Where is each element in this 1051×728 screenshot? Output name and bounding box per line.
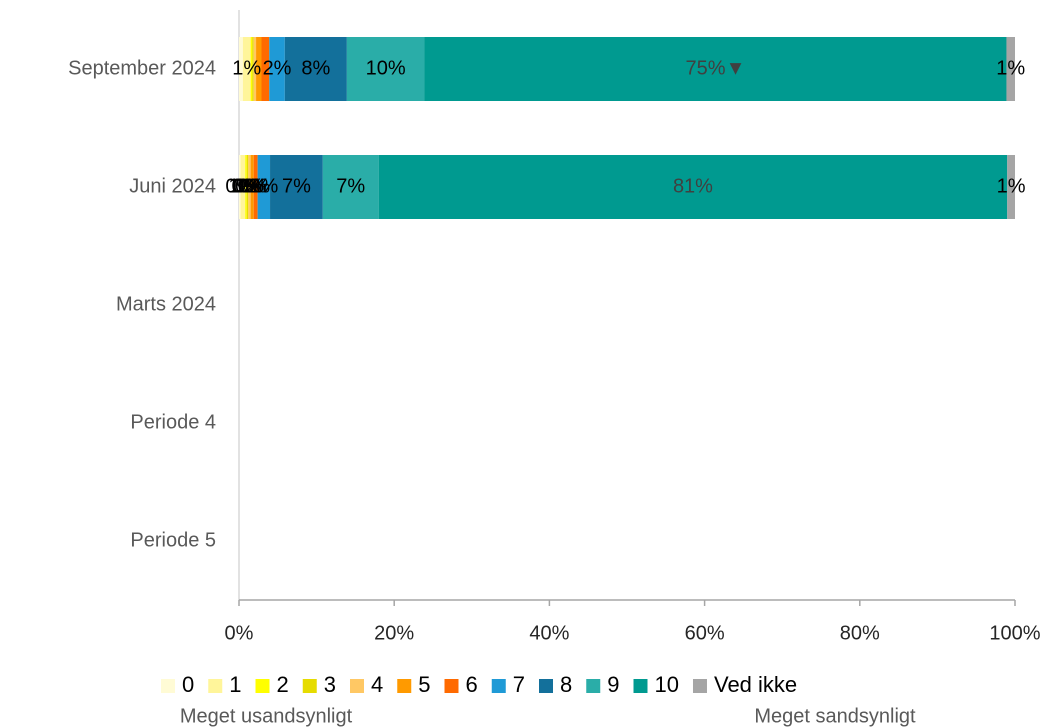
bar-segment (346, 37, 425, 101)
y-tick-label: September 2024 (68, 57, 216, 79)
data-label: 7% (336, 175, 365, 197)
legend-label: 4 (371, 672, 383, 697)
legend-swatch (350, 679, 364, 693)
legend-note: Meget sandsynligt (754, 705, 916, 727)
legend-swatch (161, 679, 175, 693)
bar-segment (261, 37, 270, 101)
data-label: 81% (673, 175, 713, 197)
x-tick-label: 100% (989, 622, 1040, 644)
data-label: 0% (232, 175, 261, 197)
data-label: 1% (997, 175, 1026, 197)
y-tick-label: Periode 5 (130, 529, 216, 551)
bar-segment (269, 37, 285, 101)
x-tick-label: 0% (225, 622, 254, 644)
x-tick-label: 20% (374, 622, 414, 644)
data-label: 8% (301, 57, 330, 79)
data-label: 7% (282, 175, 311, 197)
bar-segment (1007, 155, 1015, 219)
legend-label: Ved ikke (714, 672, 797, 697)
data-label: 1% (228, 175, 257, 197)
legend-label: 5 (418, 672, 430, 697)
legend-swatch (444, 679, 459, 693)
bar-segment (245, 155, 247, 219)
legend-note: Meget usandsynligt (180, 705, 353, 727)
data-label: 1% (996, 57, 1025, 79)
legend-label: 7 (513, 672, 525, 697)
legend-swatch (397, 679, 412, 693)
legend-label: 1 (229, 672, 241, 697)
y-tick-label: Juni 2024 (129, 175, 216, 197)
bar-segment (250, 37, 253, 101)
bar-segment (239, 155, 241, 219)
data-label: 2% (263, 57, 292, 79)
bar-segment (248, 155, 251, 219)
bar-segment (378, 155, 1008, 219)
bar-segment (246, 155, 249, 219)
legend-label: 0 (182, 672, 194, 697)
legend-swatch (586, 679, 601, 693)
legend-label: 2 (277, 672, 289, 697)
legend-swatch (302, 679, 317, 693)
legend-swatch (692, 679, 707, 693)
legend-swatch (539, 679, 553, 693)
x-tick-label: 80% (840, 622, 880, 644)
data-label: 10% (366, 57, 406, 79)
legend-swatch (255, 679, 270, 693)
data-label: 75%▼ (686, 57, 746, 79)
bar-segment (250, 155, 254, 219)
y-tick-label: Marts 2024 (116, 293, 216, 315)
legend-label: 6 (466, 672, 478, 697)
bar-segment (257, 155, 271, 219)
bar-segment (322, 155, 379, 219)
bar-segment (240, 155, 246, 219)
legend-swatch (633, 679, 648, 693)
bar-segment (270, 155, 323, 219)
legend-label: 10 (655, 672, 679, 697)
y-tick-label: Periode 4 (130, 411, 216, 433)
bar-segment (284, 37, 347, 101)
data-label: 2% (249, 175, 278, 197)
bar-segment (1006, 37, 1015, 101)
bar-segment (252, 37, 254, 101)
data-label: 0% (238, 175, 267, 197)
legend-swatch (491, 679, 506, 693)
bar-segment (253, 37, 257, 101)
bar-segment (256, 37, 262, 101)
bar-segment (239, 37, 243, 101)
bar-segment (253, 155, 258, 219)
data-label: 0% (225, 175, 254, 197)
x-tick-label: 60% (685, 622, 725, 644)
bar-segment (424, 37, 1007, 101)
data-label: 1% (241, 175, 270, 197)
legend-swatch (208, 679, 223, 693)
data-label: 1% (232, 57, 261, 79)
data-label: 0% (235, 175, 264, 197)
bar-segment (242, 37, 251, 101)
x-tick-label: 40% (529, 622, 569, 644)
legend-label: 8 (560, 672, 572, 697)
data-label: 0% (233, 175, 262, 197)
legend-label: 9 (607, 672, 619, 697)
legend-label: 3 (324, 672, 336, 697)
